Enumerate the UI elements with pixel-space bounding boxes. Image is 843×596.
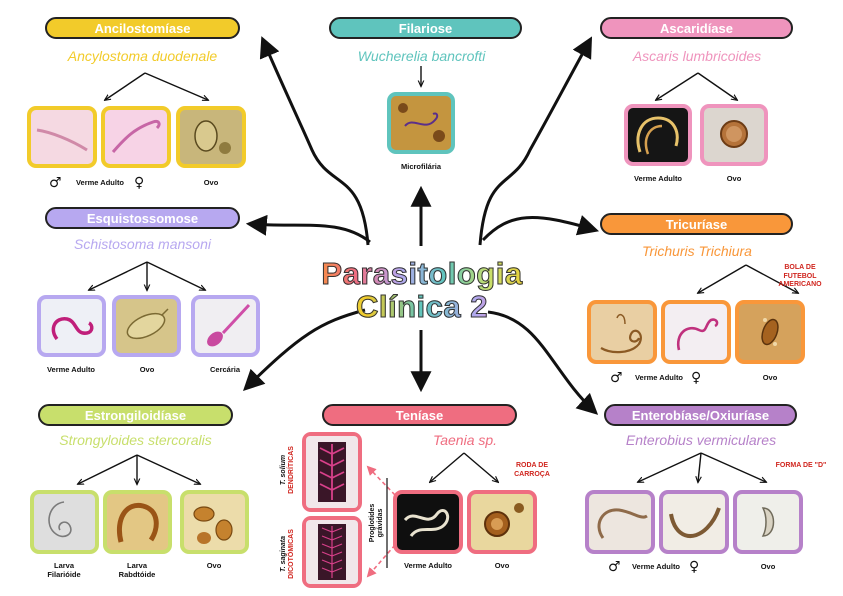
image-egg-enterobius [733, 490, 803, 554]
label-egg: Ovo [206, 561, 222, 570]
label-filariform-larva: Larva Filarióide [47, 561, 81, 579]
label-adult: Verme Adulto [403, 561, 453, 570]
note-football: BOLA DE FUTEBOL AMERICANO [778, 264, 822, 288]
image-adult-schistosoma [37, 295, 106, 357]
label-egg: Ovo [203, 178, 219, 187]
label-adult: Verme Adulto [46, 365, 96, 374]
main-title-line1: Parasitologia [310, 257, 534, 290]
node-title: Ascaridíase [660, 20, 733, 36]
image-adult-taenia [393, 490, 463, 554]
female-symbol-icon: ♀ [134, 175, 145, 191]
node-enterobiase: Enterobíase/Oxiuríase [604, 404, 797, 426]
label-gravid-proglottids: Proglotides grávidas [369, 503, 384, 543]
male-symbol-icon: ♂ [610, 370, 623, 386]
species-name: Ancylostoma duodenale [67, 48, 218, 64]
image-rhabditiform-larva [103, 490, 172, 554]
node-title: Filariose [398, 20, 453, 36]
image-egg-schistosoma [112, 295, 181, 357]
label-t-solium: T. solium DENDRÍTICAS [280, 440, 296, 500]
image-egg-strongyloides [180, 490, 249, 554]
image-filariform-larva [30, 490, 99, 554]
image-adult-female-trichuris [661, 300, 731, 364]
species-name: Strongyloides stercoralis [59, 432, 212, 448]
node-title: Enterobíase/Oxiuríase [631, 407, 770, 423]
label-adult: Verme Adulto [634, 373, 684, 382]
female-symbol-icon: ♀ [691, 370, 702, 386]
label-egg: Ovo [762, 373, 778, 382]
image-egg-ascaris [700, 104, 768, 166]
image-adult-male-enterobius [585, 490, 655, 554]
label-adult: Verme Adulto [633, 174, 683, 183]
arrow-to-tricuriase [481, 215, 600, 242]
species-name: Ascaris lumbricoides [632, 48, 762, 64]
arrow-to-ancilostomiase [259, 36, 370, 246]
image-adult-female-enterobius [659, 490, 729, 554]
species-name: Trichuris Trichiura [642, 243, 752, 259]
female-symbol-icon: ♀ [689, 559, 700, 575]
label-microfilaria: Microfilária [400, 162, 441, 171]
arrow-to-t-solium [366, 465, 396, 496]
image-microfilaria [387, 92, 455, 154]
male-symbol-icon: ♂ [608, 559, 621, 575]
node-title: Teníase [395, 407, 444, 423]
label-adult: Verme Adulto [75, 178, 125, 187]
node-ascaridiase: Ascaridíase [600, 17, 793, 39]
node-title: Esquistossomose [86, 210, 199, 226]
label-adult: Verme Adulto [631, 562, 681, 571]
species-name: Taenia sp. [432, 432, 498, 448]
node-estrongiloidiase: Estrongiloidíase [38, 404, 233, 426]
image-proglottid-t-saginata [302, 516, 362, 588]
label-egg: Ovo [760, 562, 776, 571]
node-title: Tricuríase [665, 216, 728, 232]
image-adult-ascaris [624, 104, 692, 166]
image-adult-female-ancylostoma [101, 106, 171, 168]
arrow-to-estrongiloidiase [243, 308, 366, 391]
trait-label: DICOTÔMICAS [288, 529, 295, 579]
label-t-saginata: T. saginata DICOTÔMICAS [280, 522, 296, 586]
node-title: Estrongiloidíase [84, 407, 187, 423]
arrow-to-esquistossomose [245, 214, 371, 244]
label-rhabditiform-larva: Larva Rabdtóide [118, 561, 156, 579]
image-egg-trichuris [735, 300, 805, 364]
species-name: Wucherelia bancrofti [357, 48, 486, 64]
note-cartwheel: RODA DE CARROÇA [514, 462, 550, 478]
node-title: Ancilostomíase [94, 20, 191, 36]
node-filariose: Filariose [329, 17, 522, 39]
image-adult-male-ancylostoma [27, 106, 97, 168]
image-adult-male-trichuris [587, 300, 657, 364]
species-label: T. saginata [280, 535, 287, 573]
arrow-to-enterobiase [487, 310, 599, 415]
species-label: T. solium [280, 454, 287, 486]
node-teniase: Teníase [322, 404, 517, 426]
image-egg-ancylostoma [176, 106, 246, 168]
image-proglottid-t-solium [302, 432, 362, 512]
label-egg: Ovo [726, 174, 742, 183]
arrow-to-ascaridiase [478, 36, 593, 246]
main-title-line2: Clínica 2 [310, 290, 534, 323]
image-cercaria [191, 295, 260, 357]
node-ancilostomiase: Ancilostomíase [45, 17, 240, 39]
node-tricuriase: Tricuríase [600, 213, 793, 235]
label-egg: Ovo [139, 365, 155, 374]
note-d-shape: FORMA DE "D" [775, 462, 827, 469]
species-name: Enterobius vermiculares [625, 432, 777, 448]
male-symbol-icon: ♂ [49, 175, 62, 191]
trait-label: DENDRÍTICAS [288, 446, 295, 494]
image-egg-taenia [467, 490, 537, 554]
label-cercaria: Cercária [209, 365, 241, 374]
label-egg: Ovo [494, 561, 510, 570]
node-esquistossomose: Esquistossomose [45, 207, 240, 229]
species-name: Schistosoma mansoni [74, 236, 211, 252]
